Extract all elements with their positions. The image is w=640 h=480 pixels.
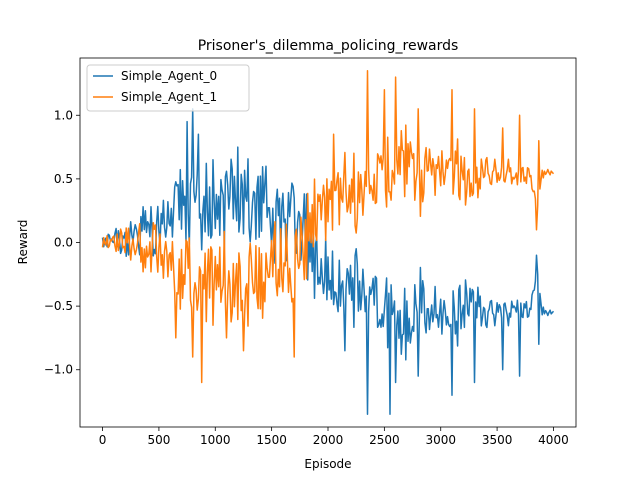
y-tick-label: 1.0	[54, 108, 73, 122]
x-tick-label: 2000	[313, 433, 344, 447]
x-tick-label: 1500	[256, 433, 287, 447]
y-tick-label: 0.5	[54, 172, 73, 186]
y-axis-label: Reward	[16, 220, 30, 265]
y-tick-label: −0.5	[44, 299, 73, 313]
x-tick-label: 1000	[200, 433, 231, 447]
x-tick-label: 3000	[425, 433, 456, 447]
x-tick-label: 0	[99, 433, 107, 447]
series-line-simple-agent-0	[101, 108, 555, 416]
legend-label: Simple_Agent_1	[121, 90, 217, 104]
series-line-simple-agent-1	[101, 69, 555, 384]
plot-area	[101, 69, 555, 416]
legend-label: Simple_Agent_0	[121, 69, 217, 83]
legend: Simple_Agent_0 Simple_Agent_1	[86, 64, 250, 112]
x-tick-label: 4000	[538, 433, 569, 447]
chart-title: Prisoner's_dilemma_policing_rewards	[198, 38, 459, 54]
x-tick-label: 500	[147, 433, 170, 447]
x-tick-label: 2500	[369, 433, 400, 447]
y-tick-label: 0.0	[54, 236, 73, 250]
y-tick-label: −1.0	[44, 363, 73, 377]
legend-box	[86, 64, 250, 112]
x-axis-label: Episode	[304, 457, 351, 471]
x-tick-label: 3500	[482, 433, 513, 447]
